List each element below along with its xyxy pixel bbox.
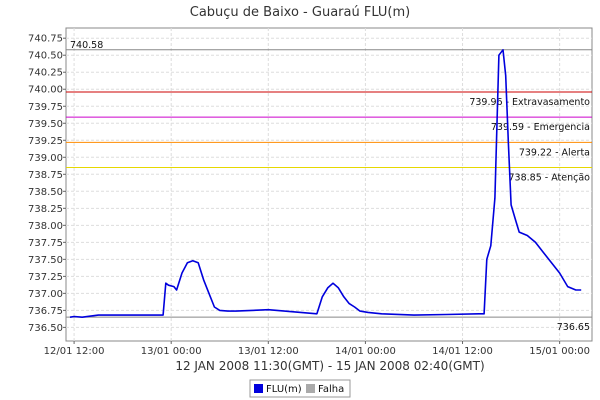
legend-box <box>249 379 351 398</box>
y-tick-label: 737.50 <box>28 255 63 266</box>
threshold-label: 738.85 - Atenção <box>509 172 591 183</box>
legend-label-falha: Falha <box>318 384 344 395</box>
x-axis: 12/01 12:00 13/01 00:00 13/01 12:00 14/01 0… <box>44 341 590 357</box>
grid-lines <box>66 28 592 341</box>
y-tick-label: 740.50 <box>28 51 63 62</box>
y-tick-label: 739.75 <box>28 102 63 113</box>
series-line-0 <box>69 48 582 319</box>
x-tick-label: 14/01 00:00 <box>335 346 396 357</box>
y-tick-label: 740.00 <box>28 85 63 96</box>
x-tick-label: 12/01 12:00 <box>44 346 105 357</box>
y-tick-label: 739.00 <box>28 153 63 164</box>
x-tick-label: 15/01 00:00 <box>529 346 590 357</box>
threshold-label: 739.22 - Alerta <box>519 147 590 158</box>
legend-label-flu: FLU(m) <box>266 384 302 395</box>
y-tick-label: 738.75 <box>28 170 63 181</box>
y-tick-label: 740.25 <box>28 68 63 79</box>
y-tick-label: 738.25 <box>28 204 63 215</box>
y-tick-label: 737.00 <box>28 289 63 300</box>
y-axis: 736.50 736.75 737.00 737.25 737.50 737.75 738.… <box>28 34 66 334</box>
x-tick-label: 14/01 12:00 <box>432 346 493 357</box>
legend-swatch-flu <box>254 384 263 393</box>
y-tick-label: 738.50 <box>28 187 63 198</box>
x-tick-label: 13/01 00:00 <box>141 346 202 357</box>
chart-title: Cabuçu de Baixo - Guaraú FLU(m) <box>190 5 411 20</box>
legend-swatch-falha <box>306 384 315 393</box>
series-lines <box>69 48 582 319</box>
y-tick-label: 737.25 <box>28 272 63 283</box>
threshold-lines: 740.58 736.65 739.96 - Extravasamento 739.5… <box>66 40 592 333</box>
y-tick-label: 739.25 <box>28 136 63 147</box>
x-axis-label: 12 JAN 2008 11:30(GMT) - 15 JAN 2008 02:… <box>175 359 484 373</box>
x-tick-label: 13/01 12:00 <box>238 346 299 357</box>
y-tick-label: 739.50 <box>28 119 63 130</box>
y-tick-label: 737.75 <box>28 238 63 249</box>
y-tick-label: 736.50 <box>28 323 63 334</box>
min-level-label: 736.65 <box>557 322 590 333</box>
max-level-label: 740.58 <box>70 40 103 51</box>
y-tick-label: 736.75 <box>28 306 63 317</box>
threshold-label: 739.59 - Emergencia <box>491 122 590 133</box>
threshold-label: 739.96 - Extravasamento <box>469 97 590 108</box>
y-tick-label: 738.00 <box>28 221 63 232</box>
y-tick-label: 740.75 <box>28 34 63 45</box>
legend: FLU(m) Falha <box>249 379 351 398</box>
plot-area <box>65 27 593 342</box>
